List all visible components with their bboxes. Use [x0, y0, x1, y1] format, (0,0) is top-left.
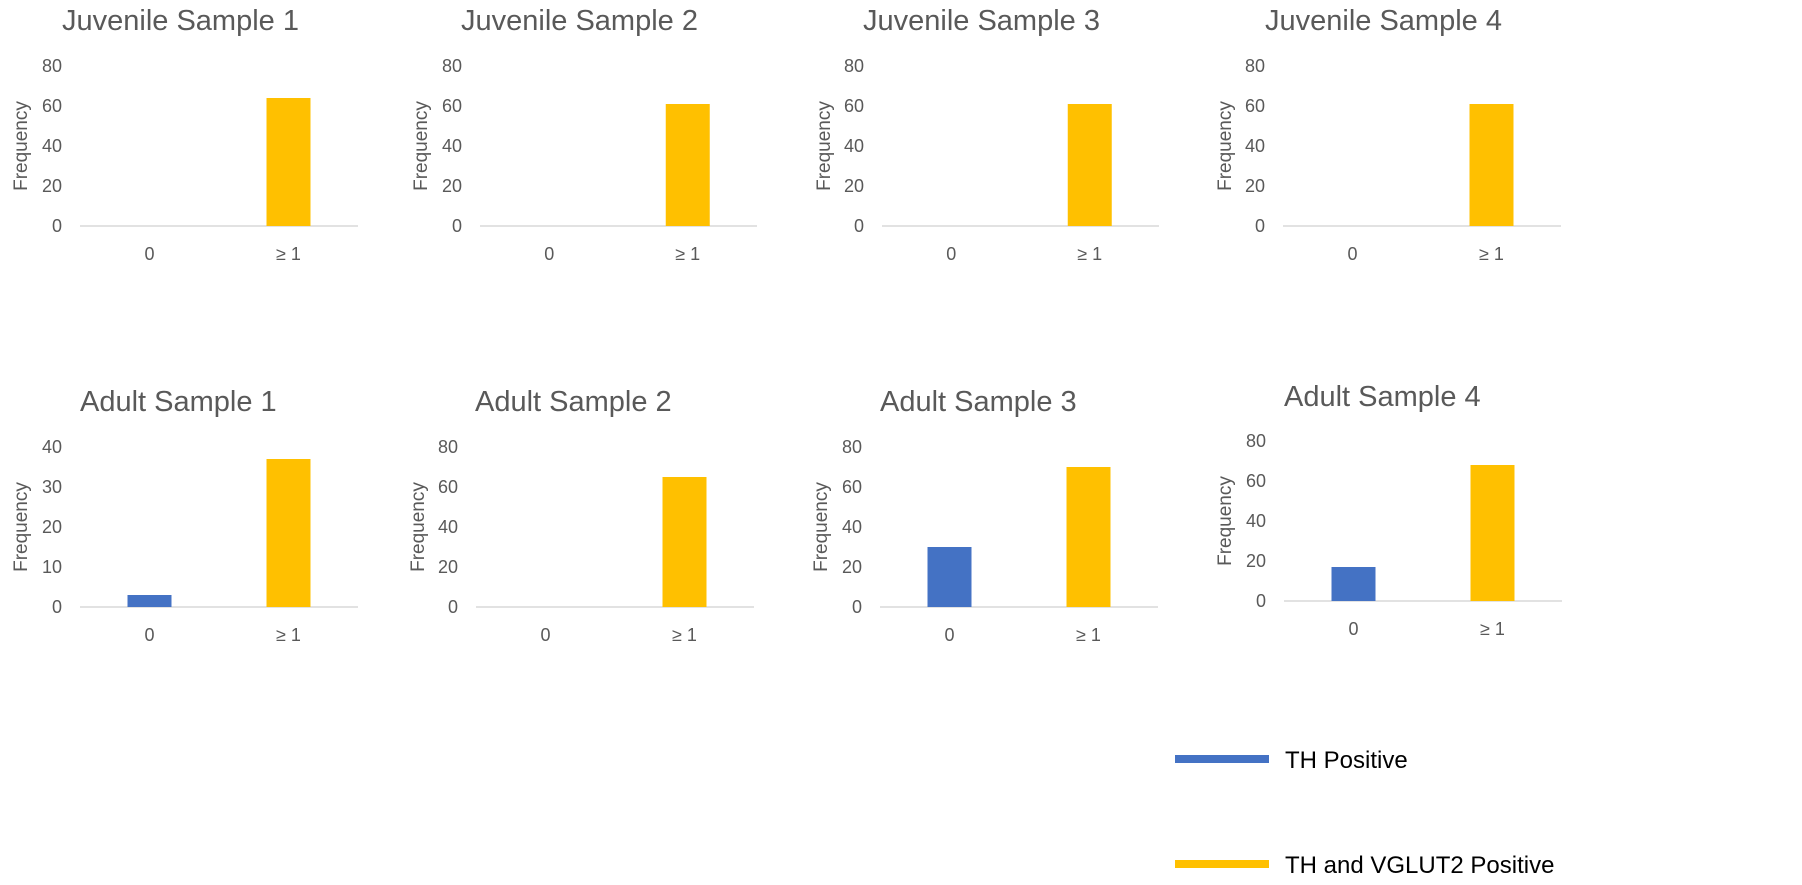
y-tick-label: 60	[438, 477, 458, 497]
y-tick-label: 20	[1245, 176, 1265, 196]
bar-th-vglut2-positive	[266, 459, 311, 607]
y-tick-label: 80	[842, 437, 862, 457]
chart-title: Juvenile Sample 1	[62, 5, 299, 37]
y-tick-label: 40	[844, 136, 864, 156]
chart-title: Adult Sample 4	[1284, 381, 1481, 413]
x-tick-label: ≥ 1	[1479, 244, 1504, 264]
y-tick-label: 60	[1246, 471, 1266, 491]
x-tick-label: 0	[946, 244, 956, 264]
y-axis-label: Frequency	[814, 101, 835, 191]
y-tick-label: 80	[1246, 431, 1266, 451]
legend-label: TH and VGLUT2 Positive	[1285, 852, 1554, 879]
y-tick-label: 80	[42, 56, 62, 76]
y-tick-label: 80	[844, 56, 864, 76]
chart-title: Adult Sample 3	[880, 386, 1077, 418]
bar-th-positive	[1331, 567, 1376, 601]
chart-title: Juvenile Sample 4	[1265, 5, 1502, 37]
y-tick-label: 30	[42, 477, 62, 497]
legend: TH Positive TH and VGLUT2 Positive	[1175, 747, 1554, 879]
y-tick-label: 60	[842, 477, 862, 497]
x-tick-label: ≥ 1	[672, 625, 697, 645]
y-tick-label: 60	[442, 96, 462, 116]
chart-panel-5: Adult Sample 1 Frequency 0 10 20 30 40 0 ≥ 1	[11, 386, 358, 645]
chart-title: Adult Sample 2	[475, 386, 672, 418]
x-tick-label: 0	[544, 244, 554, 264]
y-tick-label: 60	[1245, 96, 1265, 116]
y-tick-label: 0	[448, 597, 458, 617]
chart-title: Juvenile Sample 2	[461, 5, 698, 37]
bar-th-vglut2-positive	[1470, 465, 1515, 601]
y-tick-label: 0	[452, 216, 462, 236]
bar-th-vglut2-positive	[266, 98, 311, 226]
y-axis-label: Frequency	[411, 101, 432, 191]
y-tick-label: 0	[852, 597, 862, 617]
y-tick-label: 40	[1246, 511, 1266, 531]
y-tick-label: 0	[854, 216, 864, 236]
x-tick-label: ≥ 1	[1076, 625, 1101, 645]
chart-panel-2: Juvenile Sample 2 Frequency 0 20 40 60 80 0 ≥ 1	[411, 5, 757, 264]
y-tick-label: 20	[438, 557, 458, 577]
y-tick-label: 20	[1246, 551, 1266, 571]
chart-panel-7: Adult Sample 3 Frequency 0 20 40 60 80 0 ≥ 1	[811, 386, 1158, 645]
y-tick-label: 40	[842, 517, 862, 537]
x-tick-label: ≥ 1	[276, 244, 301, 264]
y-tick-label: 40	[42, 136, 62, 156]
legend-swatch	[1175, 755, 1269, 763]
y-tick-label: 40	[442, 136, 462, 156]
y-tick-label: 40	[1245, 136, 1265, 156]
chart-panel-6: Adult Sample 2 Frequency 0 20 40 60 80 0 ≥ 1	[408, 386, 754, 645]
y-tick-label: 0	[52, 216, 62, 236]
y-tick-label: 20	[42, 517, 62, 537]
chart-title: Adult Sample 1	[80, 386, 277, 418]
y-tick-label: 0	[1256, 591, 1266, 611]
legend-label: TH Positive	[1285, 747, 1408, 774]
y-axis-label: Frequency	[1215, 101, 1236, 191]
y-tick-label: 20	[42, 176, 62, 196]
bar-th-positive	[127, 595, 172, 607]
y-axis-label: Frequency	[408, 482, 429, 572]
x-tick-label: 0	[1348, 619, 1358, 639]
bar-th-vglut2-positive	[662, 477, 707, 607]
y-tick-label: 80	[438, 437, 458, 457]
y-tick-label: 20	[842, 557, 862, 577]
chart-title: Juvenile Sample 3	[863, 5, 1100, 37]
chart-panel-3: Juvenile Sample 3 Frequency 0 20 40 60 80 0 ≥ 1	[814, 5, 1159, 264]
y-tick-label: 20	[844, 176, 864, 196]
y-tick-label: 40	[42, 437, 62, 457]
y-tick-label: 0	[1255, 216, 1265, 236]
chart-panel-1: Juvenile Sample 1 Frequency 0 20 40 60 80 0 ≥ 1	[11, 5, 358, 264]
bar-th-vglut2-positive	[1066, 467, 1111, 607]
x-tick-label: ≥ 1	[1480, 619, 1505, 639]
y-axis-label: Frequency	[11, 482, 32, 572]
chart-panel-8: Adult Sample 4 Frequency 0 20 40 60 80 0 ≥ 1	[1215, 381, 1562, 639]
y-tick-label: 80	[442, 56, 462, 76]
x-tick-label: 0	[144, 244, 154, 264]
bar-th-vglut2-positive	[1067, 104, 1112, 226]
y-axis-label: Frequency	[1215, 476, 1236, 566]
x-tick-label: ≥ 1	[1077, 244, 1102, 264]
legend-swatch	[1175, 860, 1269, 868]
y-tick-label: 40	[438, 517, 458, 537]
x-tick-label: 0	[944, 625, 954, 645]
y-axis-label: Frequency	[811, 482, 832, 572]
bar-th-vglut2-positive	[1469, 104, 1514, 226]
y-tick-label: 60	[844, 96, 864, 116]
x-tick-label: ≥ 1	[276, 625, 301, 645]
x-tick-label: 0	[1347, 244, 1357, 264]
x-tick-label: ≥ 1	[675, 244, 700, 264]
y-tick-label: 10	[42, 557, 62, 577]
bar-th-positive	[927, 547, 972, 607]
bar-th-vglut2-positive	[665, 104, 710, 226]
y-tick-label: 80	[1245, 56, 1265, 76]
x-tick-label: 0	[144, 625, 154, 645]
chart-panel-4: Juvenile Sample 4 Frequency 0 20 40 60 80 0 ≥ 1	[1215, 5, 1561, 264]
y-tick-label: 60	[42, 96, 62, 116]
y-axis-label: Frequency	[11, 101, 32, 191]
y-tick-label: 20	[442, 176, 462, 196]
y-tick-label: 0	[52, 597, 62, 617]
x-tick-label: 0	[540, 625, 550, 645]
